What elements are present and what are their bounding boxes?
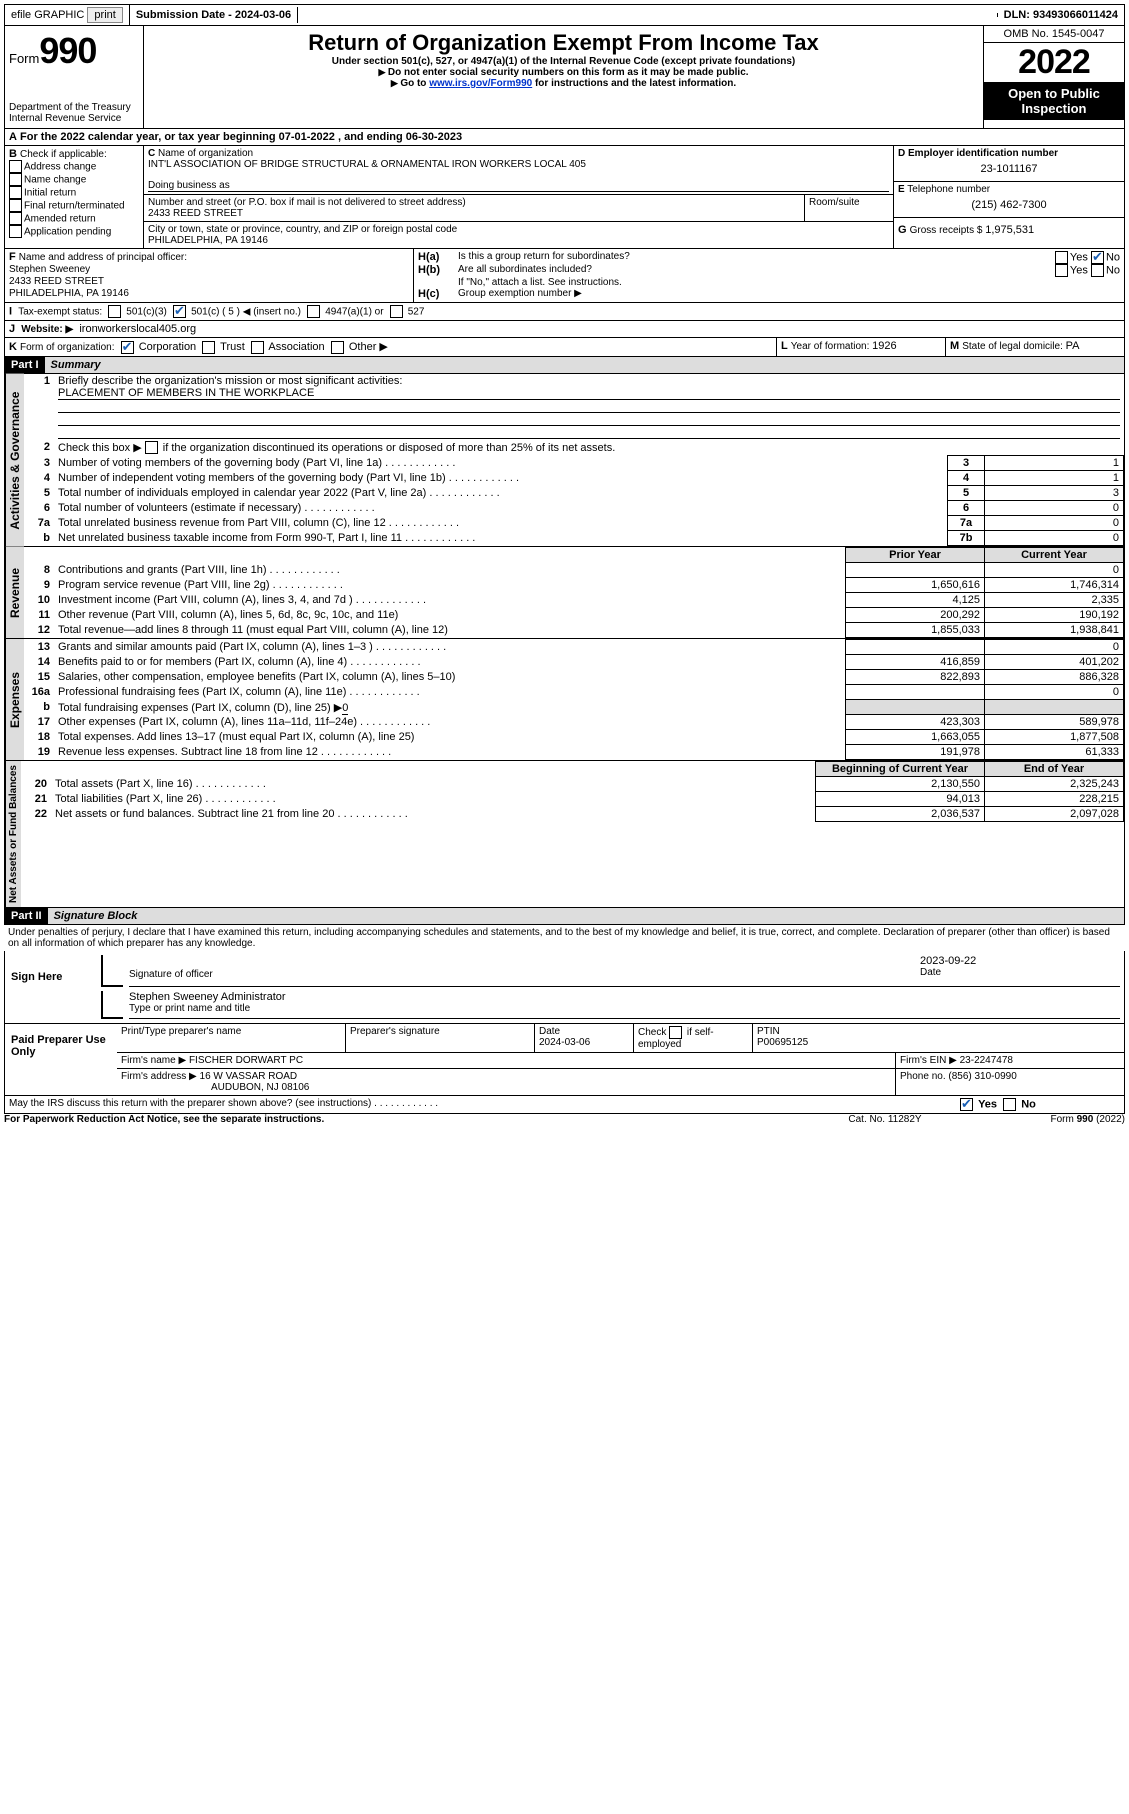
4947-check[interactable]: [307, 305, 320, 318]
form-header: Form990 Department of the Treasury Inter…: [4, 26, 1125, 129]
firm-ein: 23-2247478: [960, 1055, 1013, 1066]
officer-name-title: Stephen Sweeney Administrator: [129, 991, 1120, 1003]
website-row: J Website: ▶ ironworkerslocal405.org: [4, 321, 1125, 338]
top-bar: efile GRAPHIC print Submission Date - 20…: [4, 4, 1125, 26]
ha-yes[interactable]: [1055, 251, 1068, 264]
mission: PLACEMENT OF MEMBERS IN THE WORKPLACE: [58, 387, 1120, 400]
efile-label: efile GRAPHIC print: [5, 5, 130, 25]
k-other[interactable]: [331, 341, 344, 354]
discuss-row: May the IRS discuss this return with the…: [4, 1096, 1125, 1114]
omb-number: OMB No. 1545-0047: [984, 26, 1124, 43]
footer: For Paperwork Reduction Act Notice, see …: [4, 1114, 1125, 1125]
527-check[interactable]: [390, 305, 403, 318]
submission-date: Submission Date - 2024-03-06: [130, 7, 298, 23]
discuss-yes[interactable]: [960, 1098, 973, 1111]
entity-block: B Check if applicable: Address change Na…: [4, 146, 1125, 249]
addr-change-check[interactable]: [9, 160, 22, 173]
org-name: INT'L ASSOCIATION OF BRIDGE STRUCTURAL &…: [148, 159, 889, 170]
firm-name: FISCHER DORWART PC: [189, 1055, 303, 1066]
perjury-declaration: Under penalties of perjury, I declare th…: [4, 925, 1125, 951]
open-public: Open to Public Inspection: [984, 82, 1124, 120]
dept-treasury: Department of the Treasury: [9, 102, 139, 113]
irs-link[interactable]: www.irs.gov/Form990: [429, 78, 532, 89]
form-number: Form990: [9, 30, 139, 72]
street-address: 2433 REED STREET: [148, 208, 800, 219]
ha-no[interactable]: [1091, 251, 1104, 264]
line-a: A For the 2022 calendar year, or tax yea…: [4, 129, 1125, 146]
ptin: P00695125: [757, 1037, 808, 1048]
revenue-section: Revenue Prior YearCurrent Year 8Contribu…: [4, 547, 1125, 639]
net-assets-section: Net Assets or Fund Balances Beginning of…: [4, 761, 1125, 908]
subtitle-3: Go to www.irs.gov/Form990 for instructio…: [148, 78, 979, 89]
city-state-zip: PHILADELPHIA, PA 19146: [148, 235, 889, 246]
expenses-section: Expenses 13Grants and similar amounts pa…: [4, 639, 1125, 761]
hb-no[interactable]: [1091, 264, 1104, 277]
sign-here-block: Sign Here Signature of officer 2023-09-2…: [4, 951, 1125, 1024]
gross-receipts: 1,975,531: [985, 224, 1034, 236]
name-change-check[interactable]: [9, 173, 22, 186]
k-trust[interactable]: [202, 341, 215, 354]
501c-check[interactable]: [173, 305, 186, 318]
dln: DLN: 93493066011424: [998, 7, 1124, 23]
tax-status-row: I Tax-exempt status: 501(c)(3) 501(c) ( …: [4, 303, 1125, 321]
telephone: (215) 462-7300: [898, 195, 1120, 215]
klm-row: K Form of organization: Corporation Trus…: [4, 338, 1125, 357]
ein: 23-1011167: [898, 159, 1120, 179]
spacer: [298, 13, 997, 17]
officer-block: F Name and address of principal officer:…: [4, 249, 1125, 303]
sig-date: 2023-09-22: [920, 955, 1120, 967]
k-assoc[interactable]: [251, 341, 264, 354]
irs-label: Internal Revenue Service: [9, 113, 139, 124]
subtitle-2: Do not enter social security numbers on …: [148, 67, 979, 78]
k-corp[interactable]: [121, 341, 134, 354]
final-return-check[interactable]: [9, 199, 22, 212]
amended-check[interactable]: [9, 212, 22, 225]
app-pending-check[interactable]: [9, 225, 22, 238]
paid-preparer-block: Paid Preparer Use Only Print/Type prepar…: [4, 1024, 1125, 1096]
activities-governance: Activities & Governance 1Briefly describ…: [4, 374, 1125, 548]
501c3-check[interactable]: [108, 305, 121, 318]
part1-header: Part I Summary: [4, 357, 1125, 374]
discuss-no[interactable]: [1003, 1098, 1016, 1111]
self-emp-check[interactable]: [669, 1026, 682, 1039]
initial-return-check[interactable]: [9, 186, 22, 199]
print-button[interactable]: print: [87, 7, 122, 23]
part2-header: Part II Signature Block: [4, 908, 1125, 925]
hb-yes[interactable]: [1055, 264, 1068, 277]
officer-name: Stephen Sweeney: [9, 264, 90, 275]
form-title: Return of Organization Exempt From Incom…: [148, 30, 979, 56]
website: ironworkerslocal405.org: [79, 323, 196, 335]
subtitle-1: Under section 501(c), 527, or 4947(a)(1)…: [148, 56, 979, 67]
firm-phone: (856) 310-0990: [948, 1071, 1016, 1082]
tax-year: 2022: [984, 43, 1124, 82]
l2-check[interactable]: [145, 441, 158, 454]
